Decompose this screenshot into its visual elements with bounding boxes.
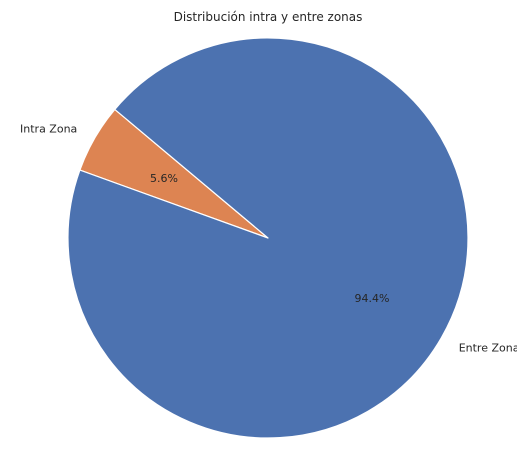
pie-slice-entre-zonas: [67, 37, 469, 439]
pie-labels: 5.6% Intra Zona 94.4% Entre Zonas: [20, 122, 517, 354]
pie-category-label-entre-zonas: Entre Zonas: [459, 342, 517, 355]
chart-title: Distribución intra y entre zonas: [174, 10, 363, 24]
pie-percent-label-intra-zona: 5.6%: [150, 172, 178, 185]
pie-percent-label-entre-zonas: 94.4%: [355, 292, 390, 305]
pie-category-label-intra-zona: Intra Zona: [20, 122, 77, 135]
pie-slices: [67, 37, 469, 439]
